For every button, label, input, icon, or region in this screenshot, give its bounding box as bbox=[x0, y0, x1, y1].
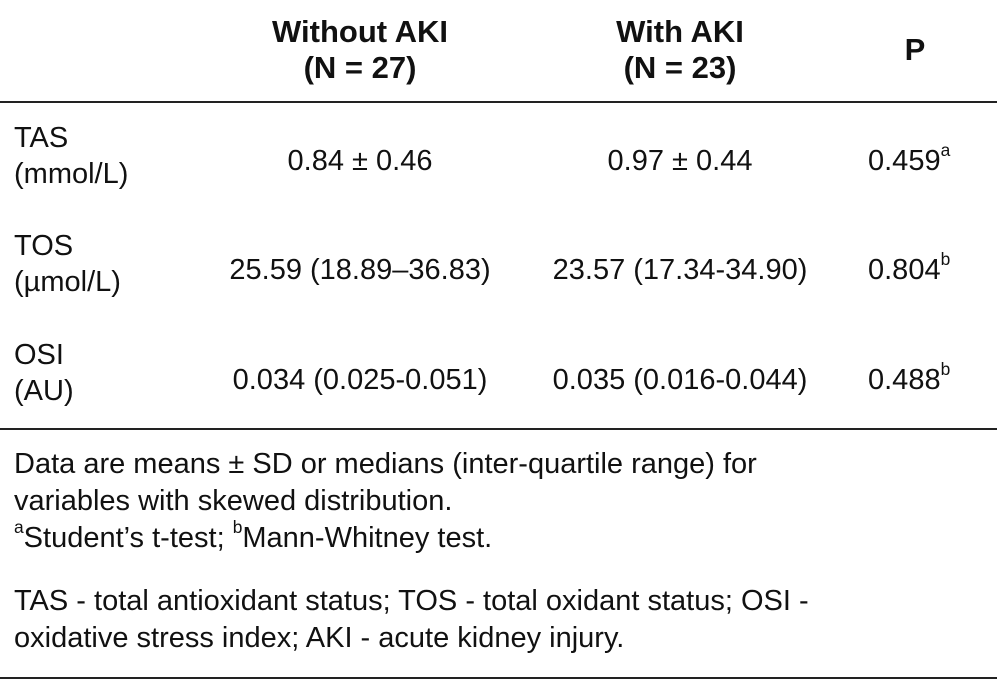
footnote-tests: aStudent’s t-test; bMann-Whitney test. bbox=[14, 516, 989, 557]
row-label-unit: (mmol/L) bbox=[14, 158, 129, 190]
cell-without-aki: 25.59 (18.89–36.83) bbox=[229, 254, 491, 286]
row-label-unit: (AU) bbox=[14, 375, 74, 407]
header-with-aki-n: (N = 23) bbox=[623, 50, 737, 85]
cell-with-aki: 0.035 (0.016-0.044) bbox=[552, 364, 808, 396]
footnote-a-text: Student’s t-test; bbox=[23, 522, 233, 554]
header-without-aki-title: Without AKI bbox=[272, 14, 448, 49]
footnote-b-marker: b bbox=[232, 516, 243, 537]
p-superscript: b bbox=[940, 358, 951, 379]
cell-p-value: 0.804b bbox=[868, 248, 951, 288]
p-value: 0.804 bbox=[868, 254, 941, 286]
footnote-line: oxidative stress index; AKI - acute kidn… bbox=[14, 622, 625, 654]
p-superscript: b bbox=[940, 248, 951, 269]
header-bottom-rule bbox=[0, 101, 997, 103]
header-without-aki: Without AKI (N = 27) bbox=[205, 14, 515, 86]
footnote-bottom-rule bbox=[0, 677, 997, 679]
footnote-line: TAS - total antioxidant status; TOS - to… bbox=[14, 585, 809, 617]
row-label-osi: OSI (AU) bbox=[14, 337, 74, 409]
cell-without-aki: 0.84 ± 0.46 bbox=[287, 145, 433, 177]
cell-without-aki: 0.034 (0.025-0.051) bbox=[232, 364, 488, 396]
p-value: 0.459 bbox=[868, 145, 941, 177]
row-label-name: OSI bbox=[14, 339, 64, 371]
cell-p-value: 0.488b bbox=[868, 358, 951, 398]
row-label-unit: (µmol/L) bbox=[14, 266, 121, 298]
p-value: 0.488 bbox=[868, 364, 941, 396]
footnote-b-text: Mann-Whitney test. bbox=[242, 522, 493, 554]
cell-p-value: 0.459a bbox=[868, 139, 951, 179]
body-bottom-rule bbox=[0, 428, 997, 430]
row-label-tas: TAS (mmol/L) bbox=[14, 120, 128, 192]
header-without-aki-n: (N = 27) bbox=[303, 50, 417, 85]
header-with-aki: With AKI (N = 23) bbox=[530, 14, 830, 86]
header-with-aki-title: With AKI bbox=[616, 14, 744, 49]
footnote-line: Data are means ± SD or medians (inter-qu… bbox=[14, 448, 757, 480]
row-label-tos: TOS (µmol/L) bbox=[14, 228, 121, 300]
footnote-a-marker: a bbox=[14, 516, 24, 537]
p-superscript: a bbox=[940, 139, 951, 160]
cell-with-aki: 23.57 (17.34-34.90) bbox=[552, 254, 808, 286]
footnote-line: variables with skewed distribution. bbox=[14, 485, 453, 517]
row-label-name: TOS bbox=[14, 230, 74, 262]
header-p: P bbox=[904, 32, 926, 67]
cell-with-aki: 0.97 ± 0.44 bbox=[607, 145, 753, 177]
row-label-name: TAS bbox=[14, 122, 69, 154]
